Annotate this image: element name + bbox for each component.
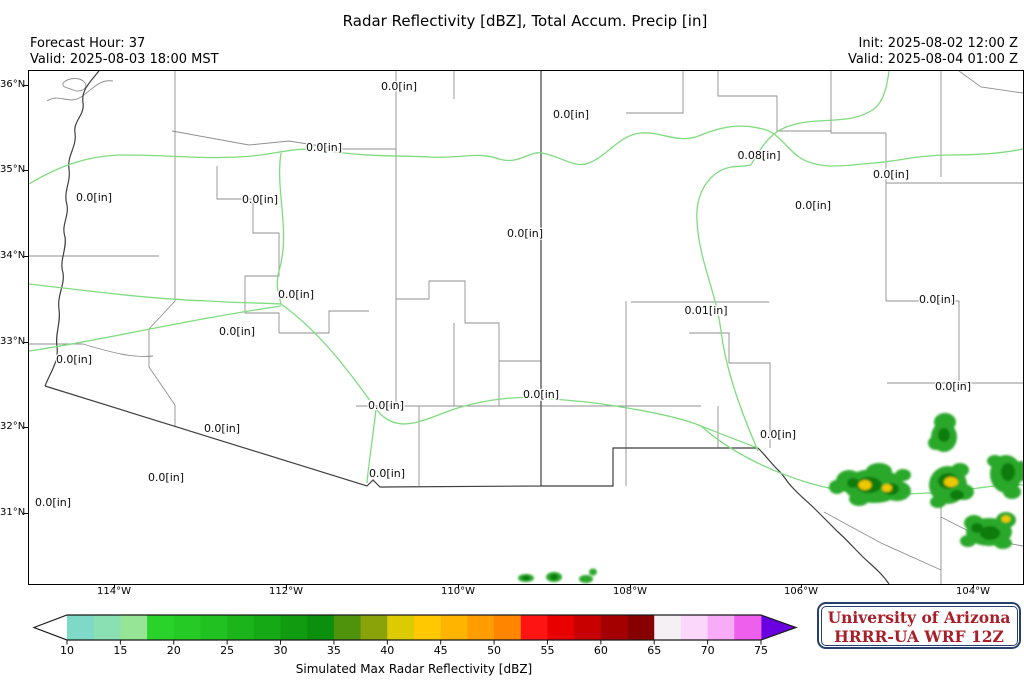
logo-text: University of Arizona HRRR-UA WRF 12Z — [820, 605, 1018, 646]
map-frame: 0.0[in] 0.0[in] 0.0[in] 0.08[in] 0.0[in] 0.0[… — [28, 70, 1024, 585]
echo-core — [858, 477, 1011, 523]
colorbar-tick-label: 65 — [647, 644, 662, 657]
valid-time-local: Valid: 2025-08-03 18:00 MST — [30, 51, 219, 67]
precip-label: 0.0[in] — [935, 380, 971, 393]
lon-tick-mark — [458, 584, 459, 588]
colorbar-tick-label: 60 — [593, 644, 608, 657]
precip-label: 0.01[in] — [684, 304, 727, 317]
lat-tick-label: 32°N — [0, 421, 26, 432]
colorbar-outline — [32, 614, 798, 641]
lon-tick-label: 106°W — [784, 586, 818, 597]
lon-tick-label: 108°W — [613, 586, 647, 597]
precip-label: 0.0[in] — [507, 227, 543, 240]
precip-label: 0.0[in] — [873, 168, 909, 181]
highway-lines — [29, 71, 1023, 495]
lon-tick-mark — [973, 584, 974, 588]
lat-tick-mark — [24, 342, 28, 343]
forecast-info-right: Init: 2025-08-02 12:00 Z Valid: 2025-08-… — [848, 36, 1018, 67]
state-boundaries — [44, 71, 890, 584]
lat-tick-mark — [24, 513, 28, 514]
colorbar-under-arrow — [34, 615, 67, 640]
logo-line1: University of Arizona — [827, 607, 1011, 627]
lat-tick-mark — [24, 85, 28, 86]
figure-title: Radar Reflectivity [dBZ], Total Accum. P… — [342, 12, 708, 30]
colorbar-tick-label: 30 — [273, 644, 288, 657]
init-time: Init: 2025-08-02 12:00 Z — [858, 36, 1018, 51]
lat-tick-mark — [24, 427, 28, 428]
radar-echoes — [518, 413, 1023, 583]
colorbar-tick-label: 10 — [60, 644, 74, 657]
lon-tick-mark — [801, 584, 802, 588]
lat-tick-label: 33°N — [0, 336, 26, 347]
precip-label: 0.0[in] — [369, 467, 405, 480]
logo-box: University of Arizona HRRR-UA WRF 12Z — [817, 602, 1021, 649]
precip-label: 0.0[in] — [35, 496, 71, 509]
lat-tick-label: 34°N — [0, 250, 26, 261]
precip-label: 0.0[in] — [76, 191, 112, 204]
precip-label: 0.0[in] — [381, 80, 417, 93]
precip-label: 0.0[in] — [56, 353, 92, 366]
lat-tick-label: 31°N — [0, 507, 26, 518]
lon-tick-mark — [114, 584, 115, 588]
precip-label: 0.0[in] — [219, 325, 255, 338]
precip-annotations: 0.0[in] 0.0[in] 0.0[in] 0.08[in] 0.0[in] 0.0[… — [34, 79, 973, 511]
colorbar-tick-label: 50 — [487, 644, 502, 657]
lon-tick-label: 110°W — [441, 586, 475, 597]
forecast-hour: Forecast Hour: 37 — [30, 36, 146, 51]
county-boundaries — [29, 71, 1023, 584]
precip-label: 0.0[in] — [242, 193, 278, 206]
lat-tick-label: 36°N — [0, 79, 26, 90]
colorbar-tick-label: 45 — [433, 644, 448, 657]
colorbar-tick-label: 15 — [113, 644, 128, 657]
valid-time-utc: Valid: 2025-08-04 01:00 Z — [847, 51, 1018, 67]
map-canvas: 0.0[in] 0.0[in] 0.0[in] 0.08[in] 0.0[in] 0.0[… — [29, 71, 1023, 584]
colorbar-tick-label: 75 — [754, 644, 768, 657]
colorbar-tick-marks — [66, 640, 762, 645]
colorbar-tick-label: 35 — [326, 644, 341, 657]
lat-tick-label: 35°N — [0, 164, 26, 175]
lat-tick-mark — [24, 170, 28, 171]
precip-label: 0.0[in] — [523, 388, 559, 401]
lat-tick-mark — [24, 256, 28, 257]
colorbar — [32, 614, 798, 645]
lon-tick-mark — [286, 584, 287, 588]
lon-tick-mark — [630, 584, 631, 588]
precip-label: 0.0[in] — [553, 108, 589, 121]
colorbar-label: Simulated Max Radar Reflectivity [dBZ] — [295, 662, 533, 676]
logo-line2: HRRR-UA WRF 12Z — [834, 626, 1004, 646]
precip-label: 0.0[in] — [795, 199, 831, 212]
lon-tick-label: 114°W — [97, 586, 131, 597]
lon-tick-label: 112°W — [269, 586, 303, 597]
precip-label: 0.08[in] — [737, 149, 780, 162]
colorbar-tick-label: 55 — [540, 644, 555, 657]
colorbar-tick-label: 40 — [380, 644, 395, 657]
precip-label: 0.0[in] — [278, 288, 314, 301]
colorbar-tick-label: 20 — [166, 644, 181, 657]
precip-label: 0.0[in] — [306, 141, 342, 154]
precip-label: 0.0[in] — [368, 399, 404, 412]
precip-label: 0.0[in] — [760, 428, 796, 441]
precip-label: 0.0[in] — [919, 293, 955, 306]
lon-tick-label: 104°W — [956, 586, 990, 597]
precip-label: 0.0[in] — [204, 422, 240, 435]
colorbar-tick-label: 70 — [700, 644, 715, 657]
colorbar-tick-label: 25 — [220, 644, 235, 657]
colorbar-over-arrow — [761, 615, 796, 640]
precip-label: 0.0[in] — [148, 471, 184, 484]
colorbar-segments — [67, 615, 762, 640]
forecast-info-left: Forecast Hour: 37 Valid: 2025-08-03 18:0… — [30, 36, 219, 67]
